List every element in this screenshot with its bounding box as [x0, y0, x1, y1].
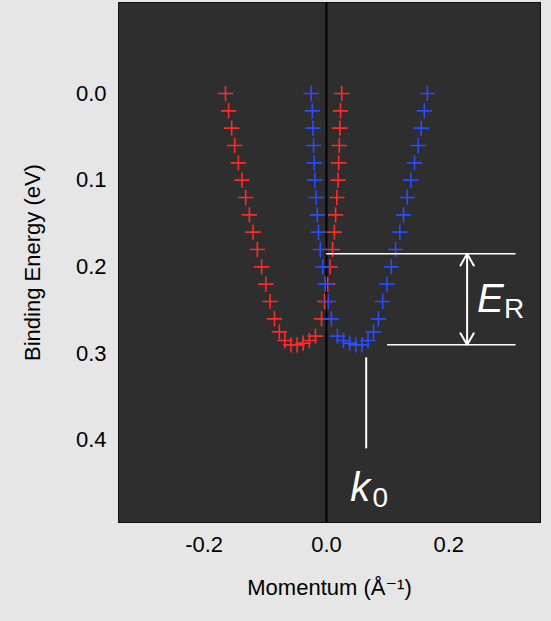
- svg-text:0.3: 0.3: [76, 341, 107, 366]
- svg-text:-0.2: -0.2: [185, 532, 223, 557]
- svg-text:k: k: [350, 465, 372, 509]
- svg-text:0.0: 0.0: [311, 532, 342, 557]
- svg-text:0.0: 0.0: [76, 81, 107, 106]
- svg-text:0.1: 0.1: [76, 167, 107, 192]
- svg-text:Momentum (Å⁻¹): Momentum (Å⁻¹): [247, 575, 411, 600]
- svg-text:0.2: 0.2: [76, 254, 107, 279]
- svg-text:E: E: [477, 276, 505, 320]
- svg-text:0: 0: [372, 482, 388, 513]
- svg-text:Binding Energy (eV): Binding Energy (eV): [20, 164, 45, 361]
- svg-text:0.4: 0.4: [76, 427, 107, 452]
- svg-text:0.2: 0.2: [433, 532, 464, 557]
- svg-text:R: R: [504, 293, 524, 324]
